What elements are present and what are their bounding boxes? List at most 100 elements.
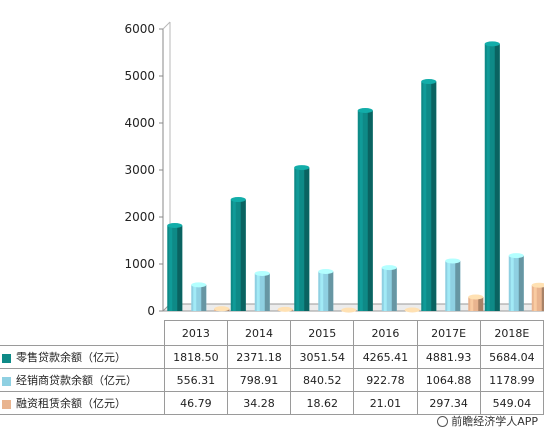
bar-highlight bbox=[359, 110, 363, 311]
bar-side bbox=[541, 285, 544, 311]
bar bbox=[230, 197, 246, 311]
bar-top bbox=[191, 282, 207, 288]
data-label: 549.04 bbox=[479, 391, 544, 415]
bar-highlight bbox=[256, 273, 260, 311]
bar bbox=[214, 306, 230, 312]
bar-top bbox=[468, 294, 484, 300]
bar-side bbox=[367, 110, 373, 311]
y-tick-label: 3000 bbox=[124, 163, 155, 177]
table-row-leasing: 融资租赁余额（亿元） 46.79 34.28 18.62 21.01 297.3… bbox=[0, 391, 544, 415]
bar-top bbox=[167, 223, 183, 229]
data-label: 21.01 bbox=[353, 391, 418, 415]
source-text: 前瞻经济学人APP bbox=[451, 415, 538, 428]
data-label: 840.52 bbox=[290, 368, 355, 392]
bar-top bbox=[531, 282, 544, 288]
legend-swatch-retail bbox=[2, 353, 11, 363]
category-label: 2017E bbox=[416, 320, 481, 346]
bar-top bbox=[341, 307, 357, 313]
bar-top bbox=[508, 253, 524, 259]
bar bbox=[421, 79, 437, 312]
data-label: 1178.99 bbox=[479, 368, 544, 392]
bar-highlight bbox=[232, 199, 236, 311]
bar-top bbox=[294, 165, 310, 171]
bar-top bbox=[381, 265, 397, 271]
data-label: 1064.88 bbox=[416, 368, 481, 392]
bar-side bbox=[518, 255, 524, 311]
y-axis-ticks: 0 1000 2000 3000 4000 5000 6000 bbox=[124, 22, 163, 318]
bar bbox=[341, 307, 357, 313]
y-tick-label: 2000 bbox=[124, 210, 155, 224]
bar bbox=[318, 268, 334, 311]
bar bbox=[294, 165, 310, 311]
legend-label-dealer: 经销商贷款余额（亿元） bbox=[16, 374, 137, 387]
category-label: 2013 bbox=[163, 320, 228, 346]
bar bbox=[508, 253, 524, 311]
table-row-retail: 零售贷款余额（亿元） 1818.50 2371.18 3051.54 4265.… bbox=[0, 345, 544, 369]
bar bbox=[167, 223, 183, 311]
data-label: 4265.41 bbox=[353, 345, 418, 369]
bar bbox=[445, 258, 461, 311]
bar-highlight bbox=[510, 255, 514, 311]
bar-side bbox=[391, 267, 397, 311]
bar-highlight bbox=[383, 267, 387, 311]
y-tick-label: 5000 bbox=[124, 69, 155, 83]
data-label: 34.28 bbox=[226, 391, 292, 415]
data-label: 4881.93 bbox=[416, 345, 481, 369]
bar bbox=[254, 270, 270, 311]
y-tick-label: 6000 bbox=[124, 22, 155, 36]
bar bbox=[381, 265, 397, 311]
bar-highlight bbox=[470, 297, 474, 311]
bar-highlight bbox=[423, 81, 427, 312]
legend-label-leasing: 融资租赁余额（亿元） bbox=[16, 397, 126, 410]
data-table: 2013 2014 2015 2016 2017E 2018E 零售贷款余额（亿… bbox=[0, 320, 544, 415]
bar-side bbox=[264, 273, 270, 311]
data-table-header: 2013 2014 2015 2016 2017E 2018E bbox=[0, 320, 544, 346]
bar-top bbox=[254, 270, 270, 276]
data-label: 798.91 bbox=[226, 368, 292, 392]
bar-top bbox=[318, 268, 334, 274]
data-label: 46.79 bbox=[163, 391, 228, 415]
bar-top bbox=[421, 79, 437, 85]
bar-highlight bbox=[486, 43, 490, 311]
bar-side bbox=[494, 43, 500, 311]
bar-side bbox=[304, 167, 310, 311]
bar-top bbox=[357, 108, 373, 114]
bar-top bbox=[404, 307, 420, 313]
data-label: 3051.54 bbox=[290, 345, 355, 369]
data-label: 2371.18 bbox=[226, 345, 292, 369]
bar bbox=[484, 41, 500, 311]
bar bbox=[531, 282, 544, 311]
category-label: 2015 bbox=[290, 320, 355, 346]
category-label: 2018E bbox=[479, 320, 544, 346]
data-label: 18.62 bbox=[290, 391, 355, 415]
bar-side bbox=[240, 199, 246, 311]
legend-swatch-leasing bbox=[2, 399, 11, 409]
source-credit: 前瞻经济学人APP bbox=[437, 413, 538, 429]
bar bbox=[468, 294, 484, 311]
legend-swatch-dealer bbox=[2, 376, 11, 386]
bar-highlight bbox=[296, 167, 300, 311]
y-tick-label: 4000 bbox=[124, 116, 155, 130]
data-label: 922.78 bbox=[353, 368, 418, 392]
bar-side bbox=[478, 297, 484, 311]
bar-highlight bbox=[320, 271, 324, 311]
bar bbox=[404, 307, 420, 313]
bar bbox=[277, 306, 293, 312]
y-tick-label: 0 bbox=[147, 304, 155, 318]
data-label: 556.31 bbox=[163, 368, 228, 392]
category-label: 2016 bbox=[353, 320, 418, 346]
bar-side bbox=[201, 284, 207, 311]
bar bbox=[191, 282, 207, 311]
bar-highlight bbox=[533, 285, 537, 311]
logo-icon bbox=[437, 415, 449, 427]
y-axis-top-edge bbox=[162, 21, 171, 30]
bar-side bbox=[455, 260, 461, 311]
chart: 0 1000 2000 3000 4000 5000 6000 bbox=[124, 21, 544, 318]
bar-top bbox=[230, 197, 246, 203]
chart-bars bbox=[167, 41, 544, 313]
bar-top bbox=[484, 41, 500, 47]
bar-top bbox=[445, 258, 461, 264]
category-label: 2014 bbox=[226, 320, 292, 346]
bar-top bbox=[277, 306, 293, 312]
data-label: 297.34 bbox=[416, 391, 481, 415]
